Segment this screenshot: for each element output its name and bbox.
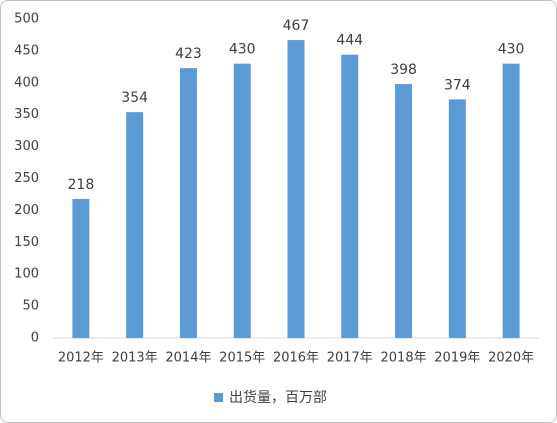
y-tick-label: 150 — [14, 235, 39, 250]
y-tick-label: 100 — [14, 267, 39, 282]
bar — [287, 40, 305, 338]
bar — [126, 112, 144, 338]
data-label: 398 — [390, 62, 417, 78]
x-tick-label: 2019年 — [434, 351, 480, 366]
bar — [395, 84, 413, 339]
y-tick-label: 450 — [14, 43, 39, 58]
x-tick-label: 2016年 — [273, 351, 319, 366]
y-tick-label: 300 — [14, 139, 39, 154]
bar — [341, 54, 359, 339]
bar — [233, 63, 251, 338]
data-label: 430 — [498, 42, 525, 58]
data-label: 444 — [336, 33, 363, 49]
x-tick-label: 2020年 — [488, 351, 534, 366]
y-tick-label: 0 — [31, 331, 39, 346]
x-tick-label: 2013年 — [112, 351, 158, 366]
y-tick-label: 350 — [14, 107, 39, 122]
data-label: 354 — [121, 90, 148, 106]
x-tick-label: 2014年 — [165, 351, 211, 366]
bar — [448, 99, 466, 338]
legend-label: 出货量，百万部 — [229, 389, 327, 406]
y-tick-label: 500 — [14, 12, 39, 27]
data-label: 374 — [444, 77, 471, 93]
x-tick-label: 2015年 — [219, 351, 265, 366]
data-label: 423 — [175, 46, 202, 62]
data-label: 430 — [229, 42, 256, 58]
y-tick-label: 400 — [14, 75, 39, 90]
bar — [179, 68, 197, 338]
bar — [502, 63, 520, 338]
x-tick-label: 2017年 — [327, 351, 373, 366]
data-label: 218 — [68, 177, 95, 193]
bar — [72, 198, 90, 338]
y-tick-label: 200 — [14, 203, 39, 218]
x-tick-label: 2018年 — [381, 351, 427, 366]
y-tick-label: 250 — [14, 171, 39, 186]
y-tick-label: 50 — [22, 299, 39, 314]
x-tick-label: 2012年 — [58, 351, 104, 366]
legend-marker — [214, 393, 223, 402]
data-label: 467 — [283, 18, 310, 34]
